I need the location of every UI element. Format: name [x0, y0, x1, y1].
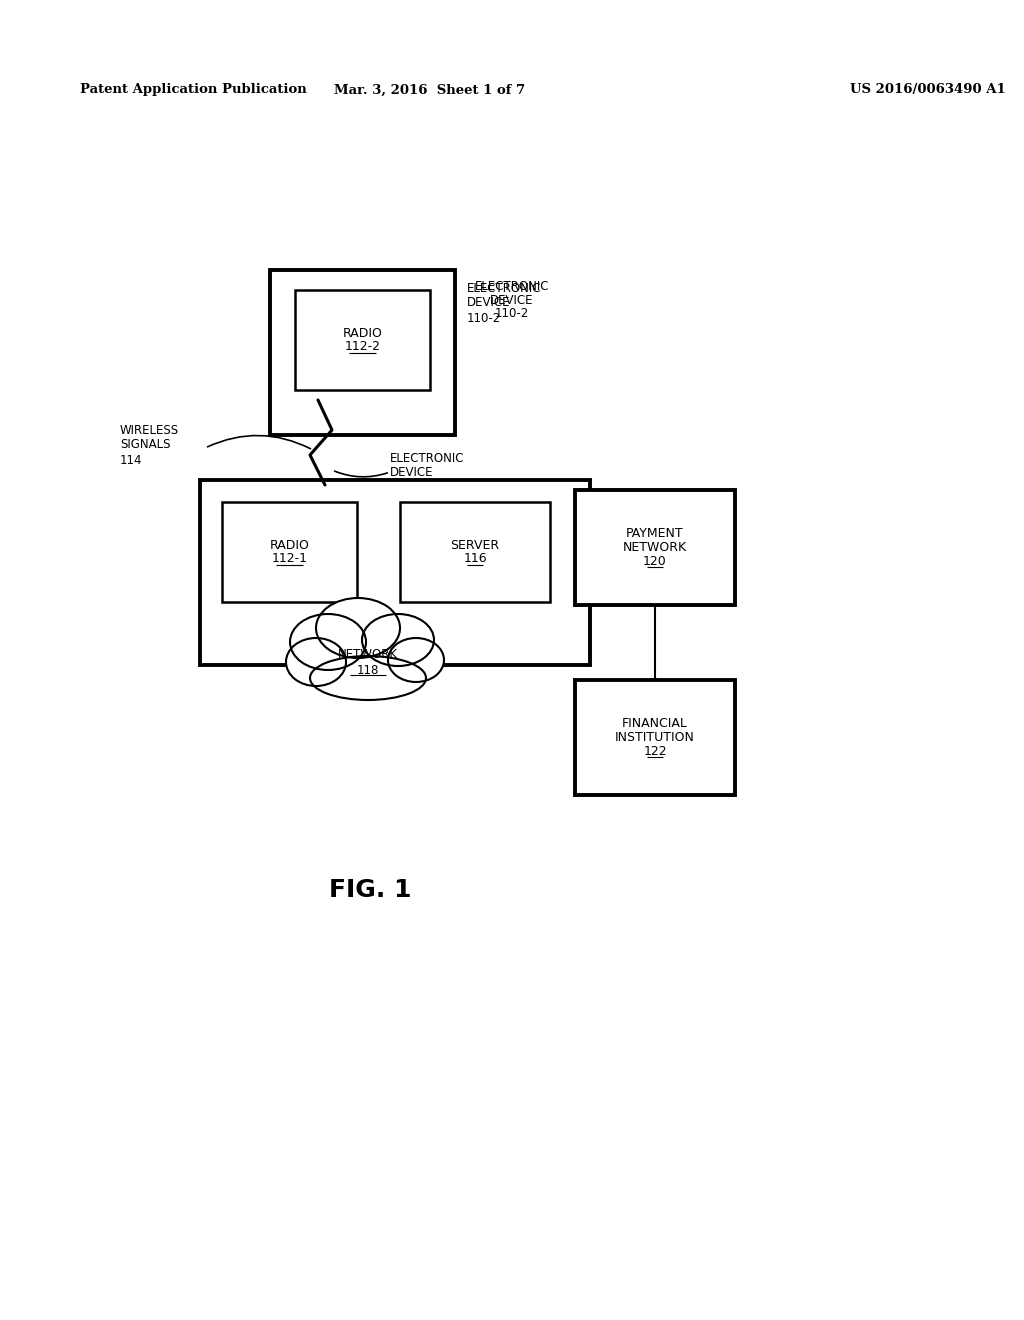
Text: ELECTRONIC: ELECTRONIC — [475, 280, 549, 293]
Text: 110-1: 110-1 — [390, 482, 424, 495]
Text: ELECTRONIC: ELECTRONIC — [467, 281, 542, 294]
Text: 116: 116 — [463, 553, 486, 565]
FancyArrowPatch shape — [335, 471, 387, 477]
Bar — [270, 271, 455, 436]
Text: 122: 122 — [643, 744, 667, 758]
Text: WIRELESS: WIRELESS — [120, 424, 179, 437]
Text: NETWORK: NETWORK — [623, 541, 687, 554]
Text: RADIO: RADIO — [343, 326, 382, 339]
FancyArrowPatch shape — [208, 436, 310, 449]
Text: SIGNALS: SIGNALS — [120, 438, 171, 451]
Text: US 2016/0063490 A1: US 2016/0063490 A1 — [850, 83, 1006, 96]
Ellipse shape — [362, 614, 434, 667]
Text: DEVICE: DEVICE — [467, 297, 511, 309]
Text: DEVICE: DEVICE — [390, 466, 433, 479]
Bar — [575, 680, 735, 795]
Text: 112-2: 112-2 — [344, 341, 381, 354]
Ellipse shape — [310, 656, 426, 700]
Bar — [222, 502, 357, 602]
Text: Patent Application Publication: Patent Application Publication — [80, 83, 307, 96]
Text: NETWORK: NETWORK — [338, 648, 398, 661]
Text: 118: 118 — [356, 664, 379, 676]
Text: 112-1: 112-1 — [271, 553, 307, 565]
Ellipse shape — [316, 598, 400, 657]
Text: PAYMENT: PAYMENT — [627, 527, 684, 540]
Text: INSTITUTION: INSTITUTION — [615, 731, 695, 744]
Text: ELECTRONIC: ELECTRONIC — [390, 451, 465, 465]
Bar — [200, 480, 590, 665]
Ellipse shape — [286, 638, 346, 686]
Ellipse shape — [388, 638, 444, 682]
Text: RADIO: RADIO — [269, 539, 309, 552]
Text: FINANCIAL: FINANCIAL — [622, 717, 688, 730]
Text: 110-2: 110-2 — [467, 312, 502, 325]
Text: FIG. 1: FIG. 1 — [329, 878, 412, 902]
Bar — [400, 502, 550, 602]
Ellipse shape — [290, 614, 366, 671]
Text: 120: 120 — [643, 554, 667, 568]
Text: 114: 114 — [120, 454, 142, 466]
Text: SERVER: SERVER — [451, 539, 500, 552]
Bar — [295, 290, 430, 389]
Text: DEVICE: DEVICE — [490, 293, 534, 306]
Bar — [575, 490, 735, 605]
Text: 110-2: 110-2 — [495, 306, 529, 319]
Text: Mar. 3, 2016  Sheet 1 of 7: Mar. 3, 2016 Sheet 1 of 7 — [335, 83, 525, 96]
